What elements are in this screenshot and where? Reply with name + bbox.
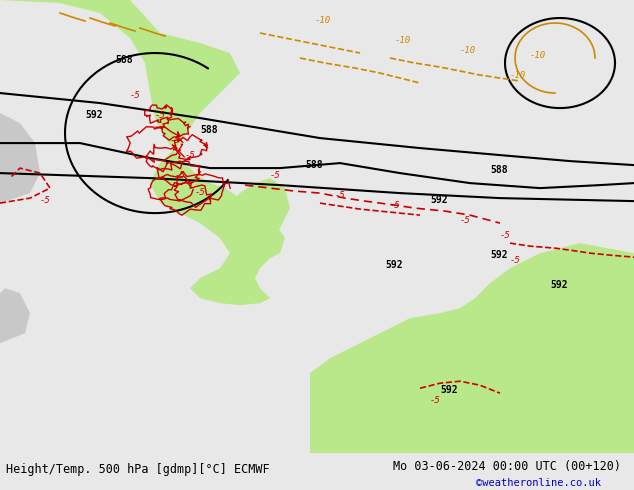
Text: ©weatheronline.co.uk: ©weatheronline.co.uk bbox=[476, 478, 600, 489]
Text: -5: -5 bbox=[195, 188, 206, 197]
Text: -5: -5 bbox=[170, 136, 181, 145]
Text: -5: -5 bbox=[460, 216, 471, 225]
Text: -10: -10 bbox=[315, 16, 331, 25]
Text: -5: -5 bbox=[130, 91, 141, 100]
Text: 588: 588 bbox=[115, 55, 133, 65]
Text: -10: -10 bbox=[460, 46, 476, 55]
Text: -5: -5 bbox=[500, 231, 511, 240]
Text: 592: 592 bbox=[490, 250, 508, 260]
Text: -10: -10 bbox=[395, 36, 411, 45]
Text: -10: -10 bbox=[530, 51, 546, 60]
Text: -5: -5 bbox=[40, 196, 51, 205]
Text: Height/Temp. 500 hPa [gdmp][°C] ECMWF: Height/Temp. 500 hPa [gdmp][°C] ECMWF bbox=[6, 463, 270, 476]
Text: 592: 592 bbox=[85, 110, 103, 120]
Text: -5: -5 bbox=[430, 396, 441, 405]
Text: 592: 592 bbox=[440, 385, 458, 395]
Text: -5: -5 bbox=[390, 201, 401, 210]
Text: 588: 588 bbox=[490, 165, 508, 175]
Text: -5: -5 bbox=[510, 256, 521, 265]
Text: 588: 588 bbox=[200, 125, 217, 135]
Text: 592: 592 bbox=[430, 195, 448, 205]
Text: -5: -5 bbox=[270, 171, 281, 180]
Text: -5: -5 bbox=[155, 111, 165, 120]
Text: Mo 03-06-2024 00:00 UTC (00+120): Mo 03-06-2024 00:00 UTC (00+120) bbox=[393, 460, 621, 473]
Text: -5: -5 bbox=[335, 191, 346, 200]
Text: -5: -5 bbox=[175, 171, 186, 180]
Text: -10: -10 bbox=[510, 71, 526, 80]
Text: -5: -5 bbox=[185, 151, 196, 160]
Text: 592: 592 bbox=[385, 260, 403, 270]
Text: 588: 588 bbox=[305, 160, 323, 170]
Text: 592: 592 bbox=[550, 280, 567, 290]
